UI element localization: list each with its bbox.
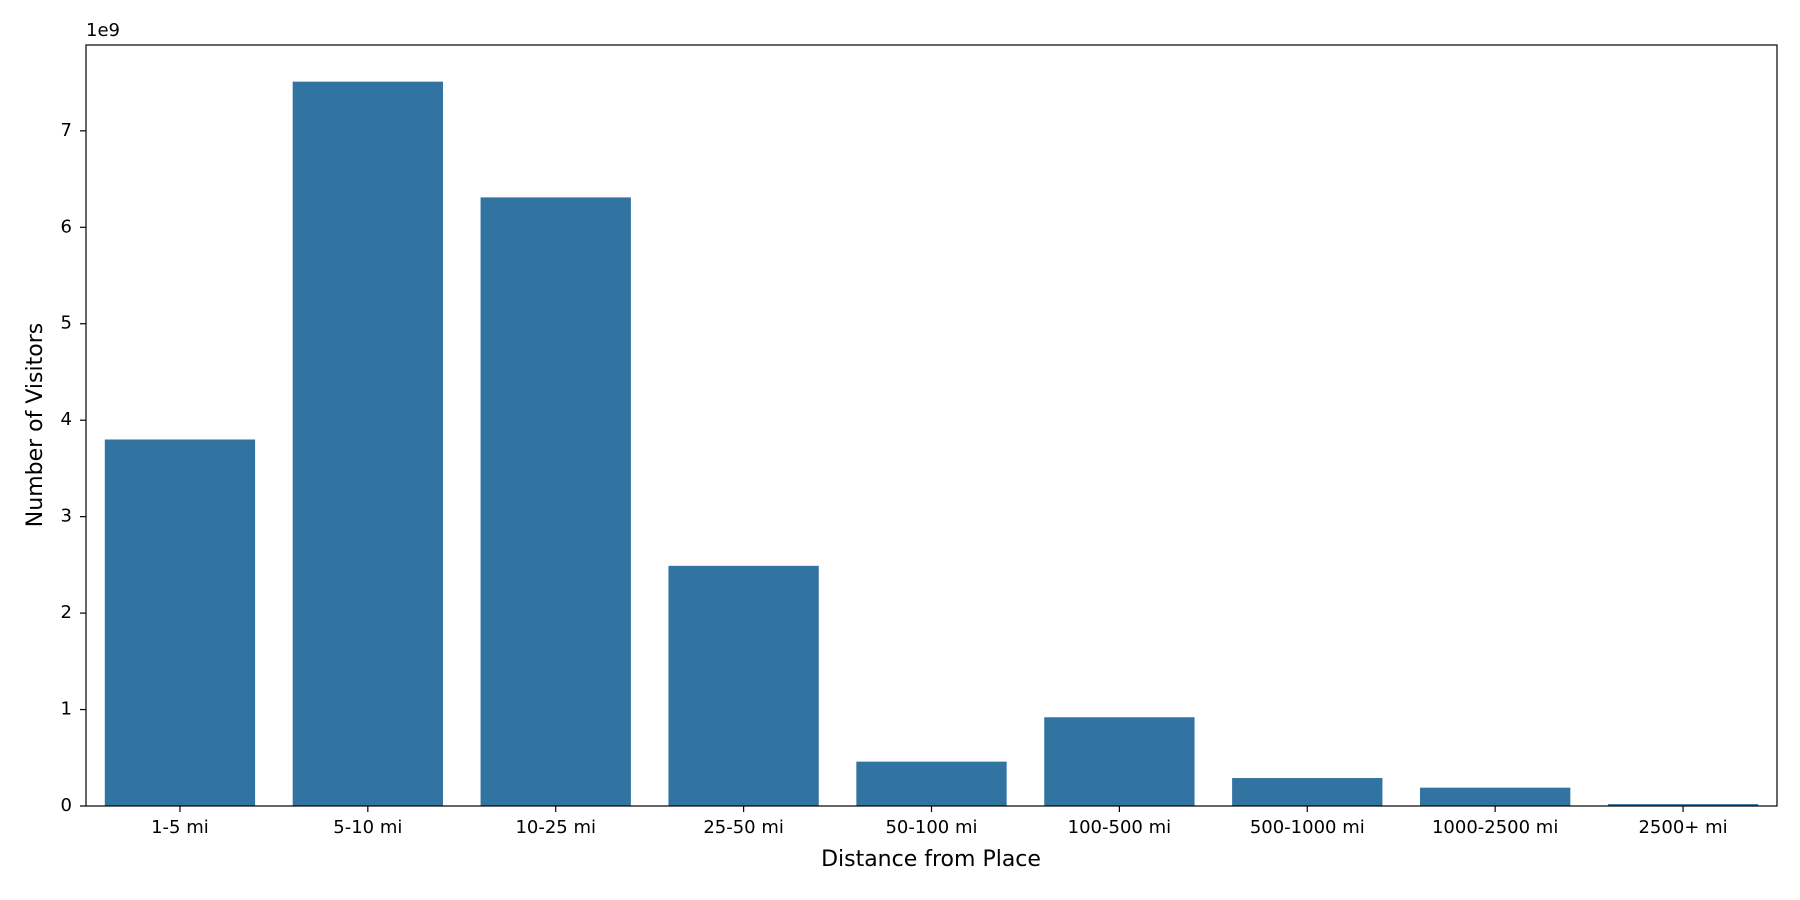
bar xyxy=(1044,717,1195,806)
y-tick-label: 1 xyxy=(61,699,72,720)
y-tick-label: 6 xyxy=(61,216,72,237)
bar xyxy=(1232,778,1383,806)
x-tick-label: 10-25 mi xyxy=(515,817,596,838)
y-tick-label: 2 xyxy=(61,602,72,623)
bar xyxy=(292,81,443,806)
bar xyxy=(1420,787,1571,806)
x-tick-label: 5-10 mi xyxy=(333,817,402,838)
bar xyxy=(668,565,819,806)
bar xyxy=(480,197,631,807)
y-tick-label: 0 xyxy=(61,795,72,816)
bar xyxy=(856,761,1007,806)
y-tick-label: 5 xyxy=(61,313,72,334)
x-tick-label: 2500+ mi xyxy=(1638,817,1727,838)
x-axis-label: Distance from Place xyxy=(821,847,1041,872)
bar xyxy=(104,439,256,806)
y-offset-label: 1e9 xyxy=(86,20,120,41)
x-tick-label: 25-50 mi xyxy=(703,817,784,838)
x-tick-label: 1000-2500 mi xyxy=(1432,817,1558,838)
x-tick-label: 50-100 mi xyxy=(885,817,977,838)
y-axis-label: Number of Visitors xyxy=(23,323,48,527)
x-tick-label: 500-1000 mi xyxy=(1250,817,1365,838)
y-tick-label: 4 xyxy=(61,409,72,430)
plot-frame xyxy=(85,44,1778,807)
y-tick-label: 7 xyxy=(61,120,72,141)
bar xyxy=(1607,804,1759,806)
x-tick-label: 100-500 mi xyxy=(1068,817,1171,838)
y-tick-label: 3 xyxy=(61,506,72,527)
x-tick-label: 1-5 mi xyxy=(151,817,209,838)
